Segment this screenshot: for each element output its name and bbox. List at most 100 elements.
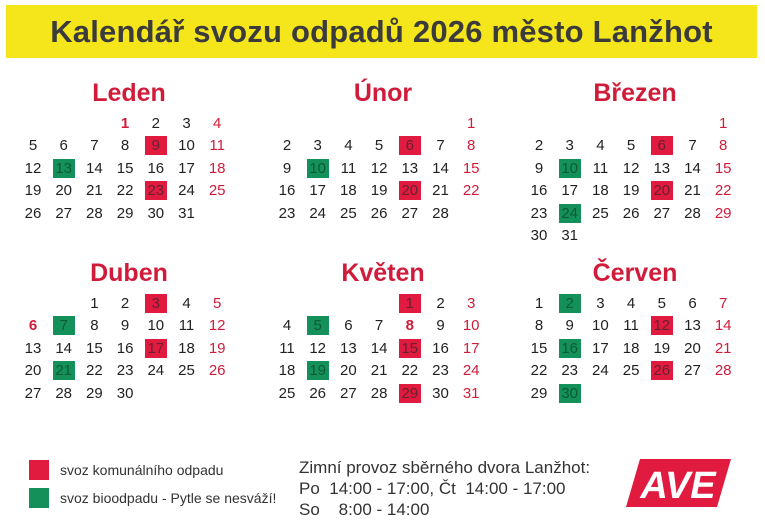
day-cell: 26 <box>24 204 42 222</box>
day-cell: 20 <box>684 339 701 357</box>
day-cell: 10 <box>306 158 329 178</box>
day-cell: 27 <box>340 384 357 402</box>
day-cell: 21 <box>432 182 449 200</box>
day-cell: 11 <box>209 137 225 155</box>
day-cell: 2 <box>436 295 445 312</box>
day-cell: 3 <box>565 137 574 155</box>
day-cell: 3 <box>467 295 476 312</box>
day-cell: 16 <box>278 182 296 200</box>
day-cell: 16 <box>147 159 165 177</box>
day-cell: 23 <box>432 362 449 380</box>
day-cell: 23 <box>530 204 548 222</box>
day-cell: 24 <box>309 204 327 222</box>
day-cell: 17 <box>144 338 167 358</box>
month-name: Březen <box>593 79 677 107</box>
day-cell: 25 <box>178 362 195 380</box>
day-cell: 15 <box>116 159 134 177</box>
bio-swatch <box>29 488 49 508</box>
day-cell: 11 <box>279 339 295 357</box>
day-cell: 1 <box>120 115 130 132</box>
day-cell: 8 <box>534 317 544 335</box>
day-cell: 4 <box>596 137 605 155</box>
day-cell: 24 <box>558 203 581 223</box>
day-cell: 23 <box>144 181 167 201</box>
day-cell: 5 <box>626 137 636 155</box>
day-cell: 17 <box>462 339 480 357</box>
day-cell: 3 <box>144 294 167 313</box>
day-cell: 30 <box>530 227 548 244</box>
day-cell: 2 <box>120 295 130 312</box>
day-cell: 1 <box>719 115 728 132</box>
day-cell: 13 <box>52 158 75 178</box>
day-cell: 12 <box>370 159 388 177</box>
day-cell: 5 <box>213 295 222 312</box>
day-cell: 6 <box>28 317 38 335</box>
day-cell: 9 <box>144 136 167 156</box>
ave-logo: AVE <box>626 459 731 507</box>
day-cell: 18 <box>278 362 296 380</box>
day-cell: 30 <box>558 383 581 403</box>
day-cell: 3 <box>182 115 191 132</box>
day-cell: 1 <box>90 295 99 312</box>
day-cell: 17 <box>178 159 195 177</box>
day-cell: 11 <box>340 159 357 177</box>
day-cell: 14 <box>370 339 388 357</box>
day-cell: 14 <box>714 317 732 335</box>
day-cell: 12 <box>208 317 226 335</box>
day-cell: 15 <box>86 339 103 357</box>
day-cell: 22 <box>401 362 419 380</box>
day-cell: 11 <box>592 159 609 177</box>
day-cell: 23 <box>116 362 134 380</box>
day-cell: 8 <box>719 137 728 155</box>
day-cell: 21 <box>714 339 732 357</box>
day-cell: 9 <box>436 317 445 335</box>
day-cell: 17 <box>309 182 327 200</box>
day-cell: 14 <box>432 159 449 177</box>
day-cell: 9 <box>282 159 292 177</box>
day-cell: 27 <box>684 362 701 380</box>
day-cell: 29 <box>714 204 732 222</box>
day-cell: 20 <box>650 181 673 201</box>
day-cell: 25 <box>278 384 296 402</box>
day-cell: 10 <box>178 137 195 155</box>
day-cell: 7 <box>52 316 75 336</box>
day-cell: 4 <box>282 317 292 335</box>
day-cell: 10 <box>147 317 165 335</box>
day-cell: 29 <box>116 204 134 222</box>
month-name: Květen <box>341 259 425 287</box>
day-cell: 16 <box>530 182 548 200</box>
day-cell: 13 <box>684 317 701 335</box>
day-cell: 4 <box>182 295 191 312</box>
day-cell: 1 <box>467 115 476 132</box>
day-cell: 18 <box>178 339 195 357</box>
day-cell: 21 <box>52 361 75 381</box>
day-cell: 5 <box>657 295 666 312</box>
winter-line-1: Po 14:00 - 17:00, Čt 14:00 - 17:00 <box>299 479 566 498</box>
day-cell: 30 <box>116 384 134 402</box>
day-cell: 22 <box>530 362 548 380</box>
day-cell: 2 <box>534 137 544 155</box>
day-cell: 22 <box>462 182 480 200</box>
day-cell: 27 <box>55 204 73 222</box>
day-cell: 20 <box>398 181 421 201</box>
day-cell: 12 <box>24 159 42 177</box>
day-cell: 16 <box>432 339 449 357</box>
day-cell: 25 <box>340 204 357 222</box>
page-title: Kalendář svozu odpadů 2026 město Lanžhot <box>50 13 713 49</box>
day-cell: 28 <box>684 204 701 222</box>
day-cell: 26 <box>208 362 226 380</box>
day-cell: 19 <box>622 182 640 200</box>
day-cell: 11 <box>178 317 195 335</box>
day-cell: 7 <box>374 317 384 335</box>
day-cell: 21 <box>684 182 701 200</box>
day-cell: 24 <box>462 362 480 380</box>
day-cell: 4 <box>344 137 353 155</box>
day-cell: 19 <box>208 339 226 357</box>
day-cell: 1 <box>534 295 544 312</box>
day-cell: 16 <box>558 338 581 358</box>
legend-komunal-label: svoz komunálního odpadu <box>60 462 224 478</box>
month-name: Červen <box>592 259 678 287</box>
day-cell: 6 <box>59 137 68 155</box>
day-cell: 22 <box>714 182 732 200</box>
day-cell: 4 <box>213 115 222 132</box>
